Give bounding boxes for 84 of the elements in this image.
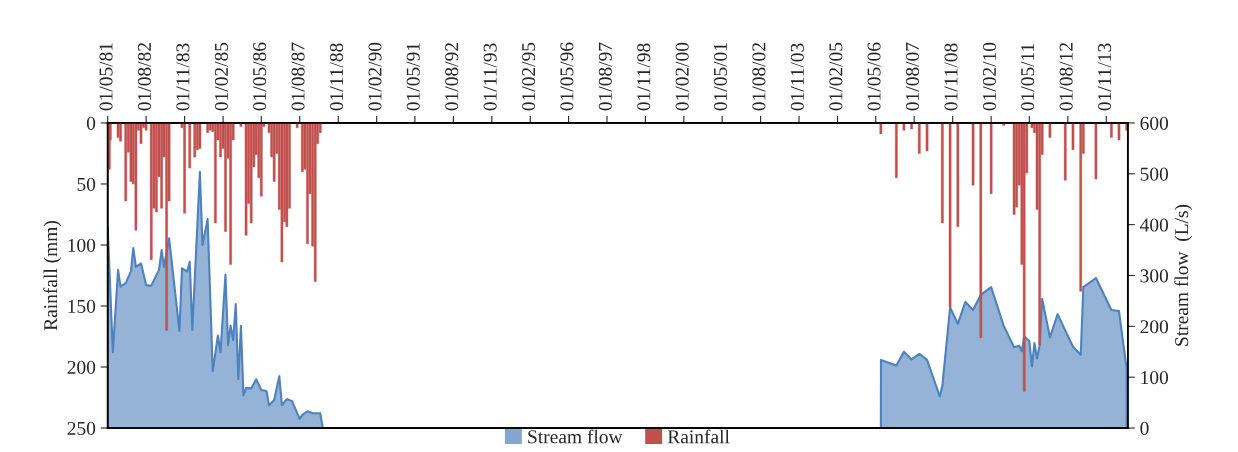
x-tick-label: 01/11/03 (790, 43, 804, 111)
bar (956, 122, 960, 227)
bar (160, 122, 163, 209)
bar (313, 122, 317, 282)
y2-tick-label: 600 (1140, 116, 1169, 130)
bar (948, 122, 952, 308)
x-tick-label: 01/02/85 (214, 42, 228, 111)
x-tick-label: 01/08/07 (905, 42, 920, 111)
bar (1048, 122, 1052, 138)
bar (1079, 122, 1083, 292)
x-tick-label: 01/05/01 (713, 43, 728, 111)
x-tick-label: 01/11/93 (483, 43, 497, 111)
x-tick-label: 01/11/83 (176, 43, 190, 111)
x-tick-label: 01/11/88 (330, 43, 344, 111)
y-tick-label: 0 (86, 116, 96, 130)
bar (306, 122, 309, 244)
y-tick-label: 150 (68, 299, 96, 313)
y-tick-label: 100 (68, 238, 96, 252)
bar (155, 122, 158, 213)
bar (224, 122, 227, 232)
bar (1117, 122, 1121, 141)
bar (879, 122, 883, 135)
y2-tick-label: 200 (1140, 320, 1169, 334)
bar (1012, 122, 1016, 215)
bar (941, 122, 944, 224)
bar (1022, 122, 1026, 392)
bar (119, 122, 122, 142)
bar (989, 122, 993, 194)
x-tick-label: 01/11/13 (1098, 43, 1112, 111)
bar (1071, 122, 1075, 150)
bar (902, 122, 906, 131)
series-label: Stream flow (528, 429, 623, 444)
bar (1038, 122, 1041, 346)
x-tick-label: 01/08/87 (291, 42, 305, 111)
y2-tick-label: 100 (1141, 371, 1169, 385)
y-tick-label: 200 (67, 360, 96, 374)
y2-tick-label: 500 (1140, 167, 1169, 181)
y2-tick-label: 400 (1140, 218, 1169, 232)
bar (979, 122, 983, 338)
x-tick-label: 01/02/95 (522, 42, 536, 111)
x-tick-label: 01/08/02 (752, 43, 766, 111)
x-tick-label: 01/11/98 (637, 43, 651, 111)
bar (272, 122, 276, 182)
x-tick-label: 01/08/92 (445, 43, 459, 111)
bar (165, 122, 168, 331)
bar (188, 122, 192, 169)
bar (1063, 122, 1067, 181)
bar (259, 122, 263, 197)
y2-tick-label: 0 (1140, 421, 1149, 435)
x-tick-label: 01/02/90 (368, 42, 382, 111)
bar (295, 122, 299, 129)
bar (214, 122, 217, 224)
x-tick-label: 01/08/12 (1059, 43, 1073, 111)
legend-label: Rainfall (667, 429, 730, 444)
bar (971, 122, 975, 186)
x-tick-label: 01/02/00 (675, 42, 689, 111)
x-tick-label: 01/08/97 (598, 42, 612, 111)
bar (918, 122, 921, 154)
bar (925, 122, 929, 152)
bar (193, 122, 197, 158)
bar (910, 122, 913, 130)
x-tick-label: 01/05/81 (99, 43, 113, 111)
bar (183, 122, 186, 214)
y2-axis-title: Stream flow (L/s) (1174, 204, 1193, 346)
x-tick-label: 01/05/06 (867, 42, 881, 111)
x-tick-label: 01/05/91 (406, 43, 420, 111)
y-tick-label: 250 (67, 421, 96, 435)
y-axis-title: Rainfall (mm) (43, 221, 62, 331)
bar (149, 122, 153, 260)
bar (229, 122, 232, 265)
y2-tick-label: 300 (1140, 269, 1169, 283)
x-tick-label: 01/05/96 (560, 42, 574, 111)
x-tick-label: 01/08/82 (137, 43, 152, 111)
bar (1094, 122, 1098, 180)
x-tick-label: 01/02/05 (829, 42, 843, 111)
bar (895, 122, 898, 179)
x-tick-label: 01/02/10 (982, 42, 996, 111)
x-tick-label: 01/05/86 (253, 42, 267, 111)
y-tick-label: 50 (77, 177, 96, 191)
bar (116, 122, 120, 138)
x-tick-label: 01/05/11 (1021, 43, 1035, 111)
x-tick-label: 01/11/08 (944, 43, 958, 111)
bar (124, 122, 128, 202)
bar (1110, 122, 1113, 138)
